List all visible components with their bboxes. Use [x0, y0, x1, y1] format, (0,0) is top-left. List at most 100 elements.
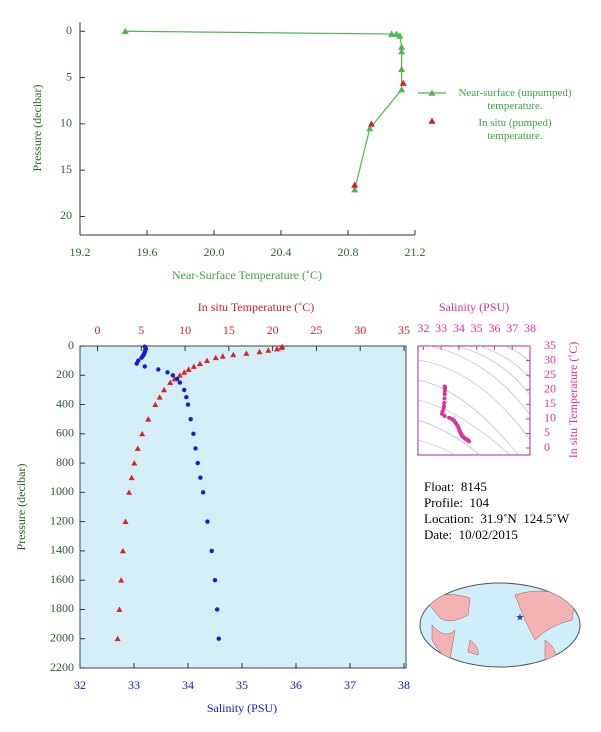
- density-contours: [418, 346, 530, 455]
- ts-point: [442, 400, 447, 405]
- info-line: Location: 31.9˚N 124.5˚W: [424, 511, 570, 526]
- y-axis-title: In situ Temperature (˚C): [566, 342, 580, 459]
- point: [131, 460, 138, 466]
- y-tick-label: 20: [544, 381, 556, 395]
- y-tick-label: 25: [544, 367, 556, 381]
- point: [116, 606, 123, 612]
- y-axis-title: Pressure (decibar): [14, 464, 28, 551]
- x2-axis-title: In situ Temperature (˚C): [198, 300, 315, 314]
- point: [119, 547, 126, 554]
- x-tick-label: 32: [417, 321, 429, 335]
- ts-point: [447, 415, 452, 420]
- point: [230, 351, 237, 358]
- legend-marker: [428, 117, 436, 124]
- point: [121, 27, 129, 35]
- y-tick-label: 15: [60, 162, 72, 176]
- y-tick-label: 35: [544, 338, 556, 352]
- point: [177, 380, 183, 385]
- x-axis-title: Near-Surface Temperature (˚C): [172, 268, 322, 282]
- point: [145, 416, 152, 422]
- ts-point: [467, 439, 472, 444]
- x2-tick-label: 0: [95, 323, 101, 337]
- y-tick-label: 1200: [50, 513, 74, 527]
- x-tick-label: 33: [128, 678, 140, 692]
- y-tick-label: 0: [544, 440, 550, 454]
- y-tick-label: 1800: [50, 601, 74, 615]
- point: [156, 367, 161, 372]
- ts-point: [442, 396, 447, 401]
- y-tick-label: 5: [66, 69, 72, 83]
- point: [152, 401, 159, 407]
- legend-marker: [428, 89, 436, 96]
- x2-tick-label: 10: [179, 323, 191, 337]
- info-line: Float: 8145: [424, 479, 487, 494]
- x-tick-label: 21.2: [405, 245, 426, 259]
- point: [182, 387, 187, 393]
- series-line: [125, 30, 403, 190]
- legend-label: In situ (pumped) temperature.: [478, 117, 552, 142]
- point: [181, 369, 188, 375]
- point: [388, 30, 396, 37]
- point: [185, 402, 191, 407]
- x-tick-label: 38: [398, 678, 410, 692]
- info-line: Date: 10/02/2015: [424, 527, 518, 542]
- x-tick-label: 34: [182, 678, 194, 692]
- x-tick-label: 36: [290, 678, 302, 692]
- point: [367, 120, 375, 127]
- point: [188, 416, 193, 422]
- point: [118, 577, 125, 583]
- point: [265, 347, 272, 353]
- point: [398, 48, 406, 55]
- x-tick-label: 37: [506, 321, 518, 335]
- x-tick-label: 20.0: [204, 245, 225, 259]
- point: [193, 446, 198, 451]
- y-tick-label: 5: [544, 425, 550, 439]
- x2-tick-label: 15: [223, 323, 235, 337]
- x-tick-label: 37: [344, 678, 356, 692]
- svg-text:★: ★: [516, 612, 525, 623]
- point: [190, 363, 197, 369]
- ts-frame: [417, 345, 531, 456]
- x-axis-title: Salinity (PSU): [439, 300, 509, 314]
- y-tick-label: 30: [544, 352, 556, 366]
- point: [126, 489, 133, 495]
- point: [200, 490, 206, 495]
- y-tick-label: 1000: [50, 484, 74, 498]
- point: [216, 636, 221, 641]
- y-axis-title: Pressure (decibar): [30, 85, 44, 172]
- point: [165, 370, 170, 375]
- point: [185, 366, 192, 372]
- x-tick-label: 34: [453, 321, 465, 335]
- point: [128, 474, 135, 481]
- point: [214, 607, 220, 612]
- x-tick-label: 33: [435, 321, 447, 335]
- y-tick-label: 600: [56, 426, 74, 440]
- y-tick-label: 15: [544, 396, 556, 410]
- point: [351, 181, 359, 188]
- point: [219, 353, 226, 359]
- point: [256, 348, 263, 355]
- y-tick-label: 2000: [50, 630, 74, 644]
- x2-tick-label: 30: [354, 323, 366, 337]
- point: [134, 361, 139, 366]
- point: [176, 372, 183, 378]
- point: [399, 79, 407, 86]
- point: [212, 577, 218, 583]
- point: [196, 360, 203, 366]
- y-tick-label: 10: [544, 411, 556, 425]
- y-tick-label: 1400: [50, 543, 74, 557]
- legend-label: Near-surface (unpumped) temperature.: [458, 87, 572, 112]
- ts-point: [442, 392, 447, 397]
- point: [393, 30, 401, 37]
- point: [156, 394, 163, 400]
- x2-tick-label: 20: [267, 323, 279, 337]
- x2-tick-label: 25: [310, 323, 322, 337]
- point: [396, 32, 404, 39]
- point: [209, 548, 214, 554]
- ts-point: [442, 413, 447, 418]
- point: [134, 445, 141, 451]
- point: [161, 386, 168, 393]
- y-tick-label: 2200: [50, 660, 74, 674]
